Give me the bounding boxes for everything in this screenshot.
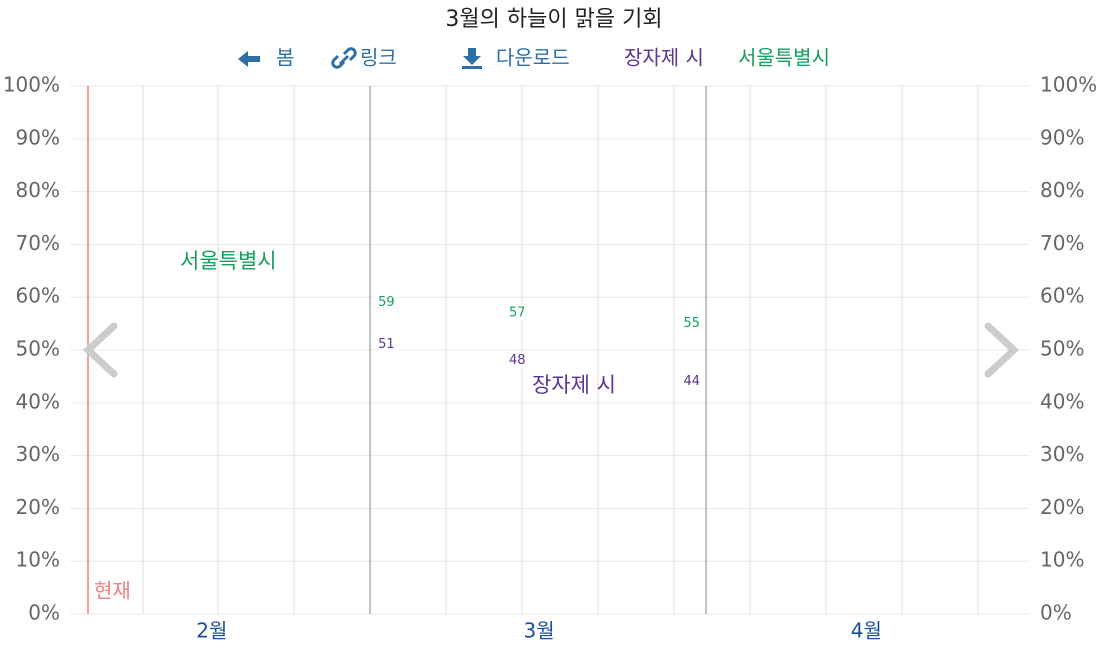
- download-icon: [462, 48, 482, 69]
- value-label-bg: [679, 315, 704, 332]
- y2-tick-label: 70%: [1040, 231, 1084, 255]
- link-icon: [331, 47, 357, 69]
- y2-tick-label: 10%: [1040, 548, 1084, 572]
- chart-title: 3월의 하늘이 맑을 기회: [445, 7, 662, 32]
- x-tick-label: 3월: [524, 619, 555, 643]
- y2-tick-label: 60%: [1040, 284, 1084, 308]
- y-tick-label: 70%: [16, 231, 60, 255]
- y-tick-label: 20%: [16, 495, 60, 519]
- y-tick-label: 90%: [16, 125, 60, 149]
- value-label: 44: [684, 374, 701, 389]
- y-tick-label: 40%: [16, 389, 60, 413]
- plot-area: 현재: [70, 85, 1030, 615]
- value-label: 55: [684, 316, 701, 331]
- y2-tick-label: 0%: [1040, 601, 1072, 625]
- x-tick-label: 2월: [196, 619, 227, 643]
- y2-tick-label: 90%: [1040, 125, 1084, 149]
- series-label: 서울특별시: [180, 249, 277, 273]
- y-tick-label: 10%: [16, 548, 60, 572]
- legend-entry: 서울특별시: [738, 46, 830, 70]
- y2-tick-label: 100%: [1040, 73, 1097, 97]
- value-label-bg: [679, 373, 704, 390]
- y2-tick-label: 30%: [1040, 442, 1084, 466]
- y-tick-label: 60%: [16, 284, 60, 308]
- value-label-bg: [374, 294, 399, 311]
- y2-tick-label: 20%: [1040, 495, 1084, 519]
- y2-tick-label: 40%: [1040, 389, 1084, 413]
- toolbar-button[interactable]: 봄: [276, 46, 294, 70]
- y2-tick-label: 80%: [1040, 178, 1084, 202]
- series-label: 장자제 시: [532, 373, 616, 397]
- y-tick-label: 0%: [28, 601, 60, 625]
- toolbar-button[interactable]: 링크: [360, 46, 397, 70]
- y-tick-label: 50%: [16, 337, 60, 361]
- y-tick-label: 80%: [16, 178, 60, 202]
- value-label-bg: [505, 305, 530, 322]
- nav-prev[interactable]: [82, 322, 118, 378]
- week-lines: [142, 86, 979, 614]
- value-label-bg: [374, 336, 399, 353]
- legend-entry: 장자제 시: [624, 46, 704, 70]
- back-icon: [238, 51, 260, 67]
- x-tick-label: 4월: [851, 619, 882, 643]
- y2-tick-label: 50%: [1040, 337, 1084, 361]
- value-label-bg: [505, 352, 530, 369]
- value-label: 59: [378, 295, 395, 310]
- y-tick-label: 100%: [3, 73, 60, 97]
- value-label: 48: [509, 353, 526, 368]
- value-label: 51: [378, 337, 395, 352]
- y-tick-label: 30%: [16, 442, 60, 466]
- now-label: 현재: [94, 579, 131, 603]
- nav-next[interactable]: [984, 322, 1020, 378]
- toolbar-button[interactable]: 다운로드: [496, 46, 570, 70]
- value-label: 57: [509, 306, 526, 321]
- toolbar: 봄 링크 다운로드: [238, 46, 570, 70]
